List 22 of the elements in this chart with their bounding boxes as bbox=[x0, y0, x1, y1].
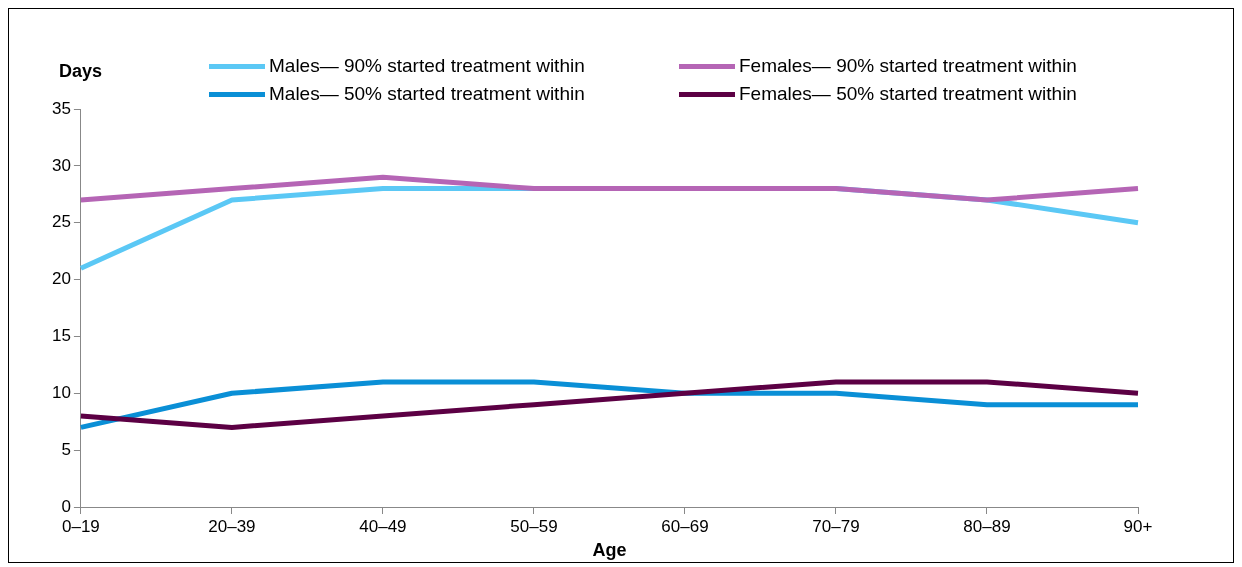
y-tick-label: 5 bbox=[61, 439, 71, 459]
y-axis-title: Days bbox=[59, 61, 103, 82]
legend-label: Females— 50% started treatment within bbox=[739, 83, 1077, 105]
x-tick-label: 50–59 bbox=[510, 516, 558, 536]
y-tick-label: 25 bbox=[51, 212, 71, 232]
x-tick-label: 70–79 bbox=[812, 516, 860, 536]
x-tick-label: 0–19 bbox=[62, 516, 100, 536]
legend-label: Females— 90% started treatment within bbox=[739, 55, 1077, 77]
y-tick-label: 15 bbox=[51, 326, 71, 346]
y-tick-label: 0 bbox=[61, 496, 71, 516]
legend-label: Males— 90% started treatment within bbox=[269, 55, 585, 77]
x-tick-label: 80–89 bbox=[963, 516, 1011, 536]
legend-label: Males— 50% started treatment within bbox=[269, 83, 585, 105]
x-tick-label: 40–49 bbox=[359, 516, 407, 536]
x-tick-label: 20–39 bbox=[208, 516, 256, 536]
y-tick-label: 30 bbox=[51, 155, 71, 175]
x-axis-title: Age bbox=[592, 540, 627, 561]
x-tick-label: 60–69 bbox=[661, 516, 709, 536]
y-tick-label: 20 bbox=[51, 269, 71, 289]
y-tick-label: 35 bbox=[51, 98, 71, 118]
x-tick-label: 90+ bbox=[1123, 516, 1153, 536]
y-tick-label: 10 bbox=[51, 382, 71, 402]
